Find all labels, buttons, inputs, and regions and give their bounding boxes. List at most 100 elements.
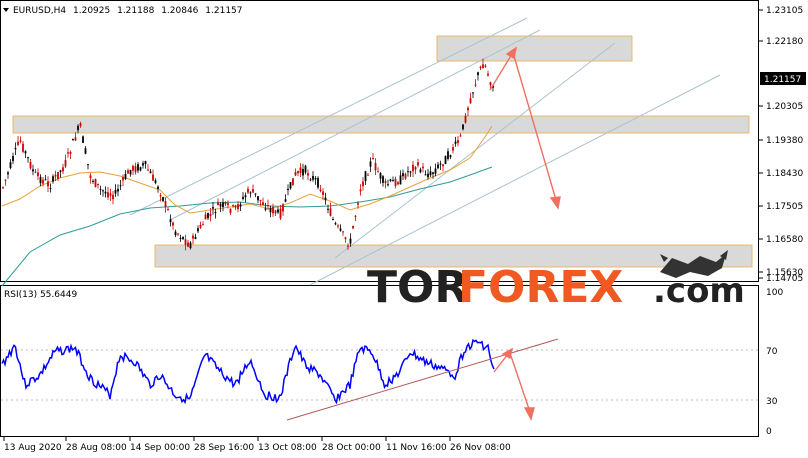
candle-body	[404, 173, 407, 179]
candle-body	[229, 208, 232, 213]
candle-body	[12, 156, 14, 162]
watermark-forex: FOREX	[458, 262, 623, 313]
bull-bear-icon	[660, 250, 728, 278]
candle-body	[439, 163, 442, 165]
candle-body	[484, 65, 487, 67]
candle-body	[84, 148, 87, 154]
candle-body	[409, 171, 412, 173]
candle-body	[139, 167, 142, 171]
candle-body	[239, 204, 242, 207]
candle-body	[147, 169, 149, 171]
candle-body	[207, 212, 209, 219]
candle-body	[412, 164, 414, 172]
candle-body	[144, 161, 147, 165]
candle-body	[267, 205, 269, 207]
candle-body	[462, 124, 464, 130]
candle-body	[14, 148, 17, 150]
candle-body	[259, 199, 262, 201]
candle-body	[164, 201, 167, 207]
candle-body	[307, 173, 309, 176]
close-value: 1.21157	[205, 6, 242, 16]
rsi-forecast-arrows	[493, 347, 535, 421]
candle-body	[354, 216, 357, 218]
candle-body	[54, 174, 57, 177]
candle-body	[127, 170, 129, 174]
candle-body	[327, 208, 329, 210]
arrowhead-down-icon	[549, 196, 561, 210]
candle-body	[122, 177, 124, 181]
candle-body	[254, 193, 257, 195]
price-tick-label: 1.15630	[766, 268, 803, 278]
candle-body	[17, 141, 19, 145]
candle-body	[107, 192, 109, 198]
candle-body	[407, 171, 409, 173]
candle-body	[7, 172, 9, 175]
candle-body	[49, 187, 52, 189]
candle-body	[177, 233, 179, 235]
candle-body	[242, 196, 244, 199]
arrowhead-down-icon	[523, 407, 535, 421]
torforex-watermark: TOR FOREX .com	[367, 250, 745, 313]
candle-body	[429, 171, 432, 176]
current-price-box	[760, 72, 806, 85]
candle-body	[422, 166, 424, 169]
rsi-trend-line	[286, 338, 559, 421]
symbol: EURUSD,H4	[13, 6, 66, 16]
candle-body	[39, 176, 42, 184]
candle-body	[319, 189, 322, 192]
candle-body	[324, 197, 327, 201]
rsi-frame	[0, 285, 759, 437]
candle-body	[287, 188, 289, 191]
time-tick-label: 28 Oct 00:00	[322, 443, 381, 453]
candle-body	[2, 187, 4, 189]
candle-body	[472, 92, 474, 94]
rsi-level-label: 100	[766, 288, 783, 298]
candle-body	[44, 179, 47, 181]
candle-body	[22, 143, 24, 152]
candle-body	[337, 225, 339, 227]
candle-body	[257, 196, 259, 201]
candle-body	[77, 125, 79, 131]
candle-body	[172, 222, 174, 226]
candle-body	[459, 135, 462, 137]
candle-body	[134, 166, 137, 173]
candle-body	[454, 141, 457, 144]
candle-body	[272, 207, 274, 214]
candle-body	[432, 172, 434, 175]
resistance-zone-middle	[12, 115, 750, 134]
rsi-label: RSI(13) 55.6449	[4, 290, 77, 300]
candle-body	[269, 207, 272, 213]
candle-body	[399, 175, 402, 185]
candle-body	[94, 179, 97, 188]
candle-body	[467, 107, 469, 111]
candle-body	[37, 172, 39, 177]
candle-body	[237, 204, 239, 210]
candle-body	[372, 157, 374, 160]
price-zones	[12, 35, 753, 268]
candle-body	[352, 225, 354, 229]
candle-body	[274, 210, 277, 214]
candle-body	[137, 164, 139, 171]
moving-average-fast	[1, 125, 493, 214]
candle-body	[179, 237, 182, 239]
price-tick-label: 1.20305	[766, 102, 803, 112]
candle-body	[349, 238, 352, 244]
candle-body	[264, 208, 267, 210]
candle-body	[342, 231, 344, 233]
candle-body	[492, 85, 494, 88]
candle-body	[67, 152, 69, 154]
candle-body	[222, 202, 224, 207]
candle-body	[437, 164, 439, 169]
candle-body	[449, 155, 452, 158]
candle-body	[42, 179, 44, 184]
candle-body	[442, 164, 444, 167]
candle-body	[297, 171, 299, 174]
triangle-down-icon[interactable]	[3, 8, 9, 12]
rsi-level-label: 0	[766, 427, 772, 437]
price-tick-label: 1.14705	[766, 274, 803, 284]
candle-body	[34, 171, 37, 173]
arrowhead-up-icon	[505, 46, 518, 60]
candle-body	[219, 203, 222, 207]
candle-body	[469, 98, 472, 104]
